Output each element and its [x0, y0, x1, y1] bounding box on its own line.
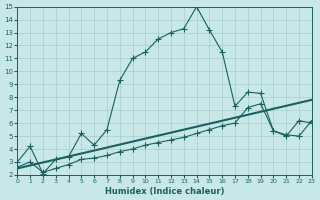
X-axis label: Humidex (Indice chaleur): Humidex (Indice chaleur) [105, 187, 224, 196]
